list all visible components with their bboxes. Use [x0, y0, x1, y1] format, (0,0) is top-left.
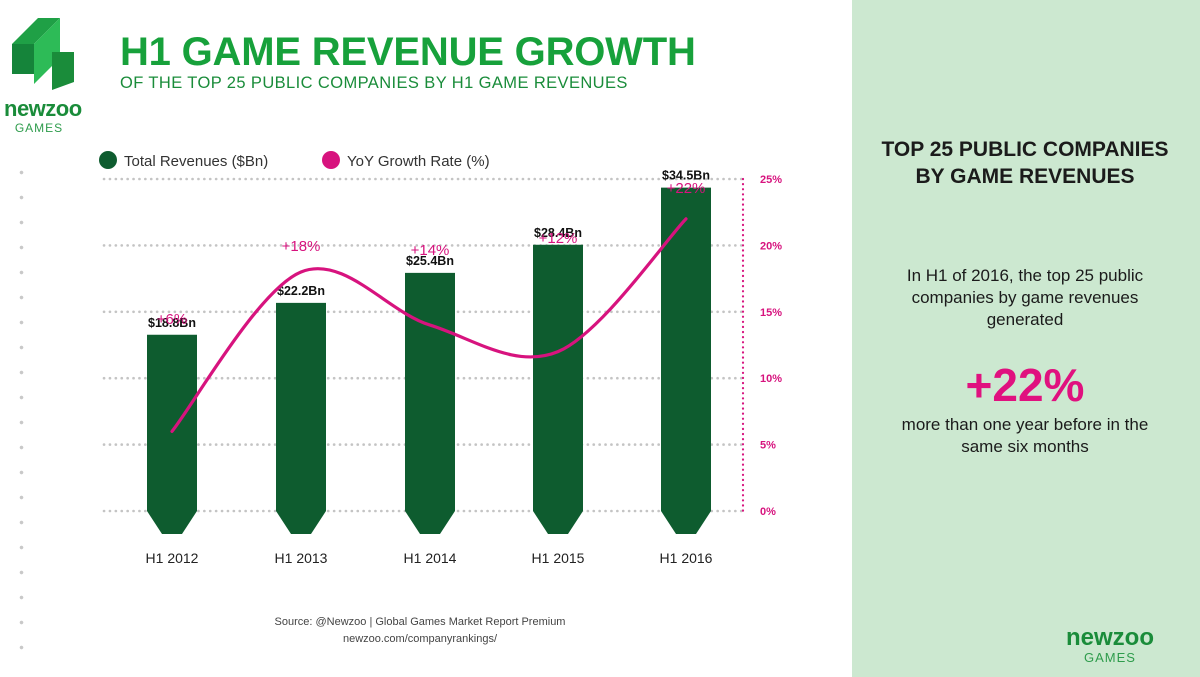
bar-value-label: $22.2Bn — [277, 284, 325, 298]
growth-label: +14% — [411, 242, 450, 259]
logo-text: newzoo — [4, 96, 82, 121]
legend-label-0: Total Revenues ($Bn) — [124, 153, 268, 170]
bar-value-label: $34.5Bn — [662, 169, 710, 183]
side-logo-subtext: GAMES — [1084, 650, 1136, 665]
side-text-intro: In H1 of 2016, the top 25 public compani… — [906, 266, 1144, 329]
growth-label: +12% — [539, 230, 578, 247]
newzoo-logo-icon — [12, 18, 74, 90]
bar — [661, 187, 711, 534]
revenue-chart: Total Revenues ($Bn) YoY Growth Rate (%) 0… — [99, 151, 782, 566]
source-line: Source: @Newzoo | Global Games Market Re… — [274, 616, 566, 628]
side-logo-text: newzoo — [1066, 624, 1154, 651]
y2-tick-label: 0% — [760, 506, 776, 518]
bar — [405, 272, 455, 534]
page-subtitle: OF THE TOP 25 PUBLIC COMPANIES BY H1 GAM… — [120, 74, 628, 92]
y2-tick-label: 20% — [760, 240, 782, 252]
decorative-dots — [8, 160, 40, 670]
legend-label-1: YoY Growth Rate (%) — [347, 153, 490, 170]
side-title: TOP 25 PUBLIC COMPANIES BY GAME REVENUES — [881, 138, 1169, 188]
growth-label: +18% — [282, 238, 321, 255]
side-text-outro: more than one year before in the same si… — [901, 415, 1149, 456]
growth-label: +6% — [157, 311, 187, 328]
bar-value-label: $28.4Bn — [534, 226, 582, 240]
bar — [533, 244, 583, 534]
legend-marker-0 — [99, 151, 117, 169]
x-tick-label: H1 2013 — [275, 550, 328, 566]
bar — [276, 302, 326, 534]
bar — [147, 334, 197, 534]
side-highlight: +22% — [965, 359, 1085, 411]
x-tick-label: H1 2012 — [146, 550, 199, 566]
bar-value-label: $18.8Bn — [148, 316, 196, 330]
y2-tick-label: 10% — [760, 373, 782, 385]
bar-value-label: $25.4Bn — [406, 254, 454, 268]
logo-subtext: GAMES — [14, 121, 64, 135]
growth-label: +22% — [667, 180, 706, 197]
x-tick-label: H1 2016 — [660, 550, 713, 566]
y2-tick-label: 25% — [760, 174, 782, 186]
y2-tick-label: 5% — [760, 440, 776, 452]
y2-tick-label: 15% — [760, 307, 782, 319]
x-tick-label: H1 2015 — [532, 550, 585, 566]
side-panel — [852, 0, 1200, 677]
growth-line — [170, 217, 688, 433]
page-title: H1 GAME REVENUE GROWTH — [120, 30, 696, 74]
x-tick-label: H1 2014 — [404, 550, 457, 566]
legend-marker-1 — [322, 151, 340, 169]
source-url: newzoo.com/companyrankings/ — [342, 633, 498, 645]
